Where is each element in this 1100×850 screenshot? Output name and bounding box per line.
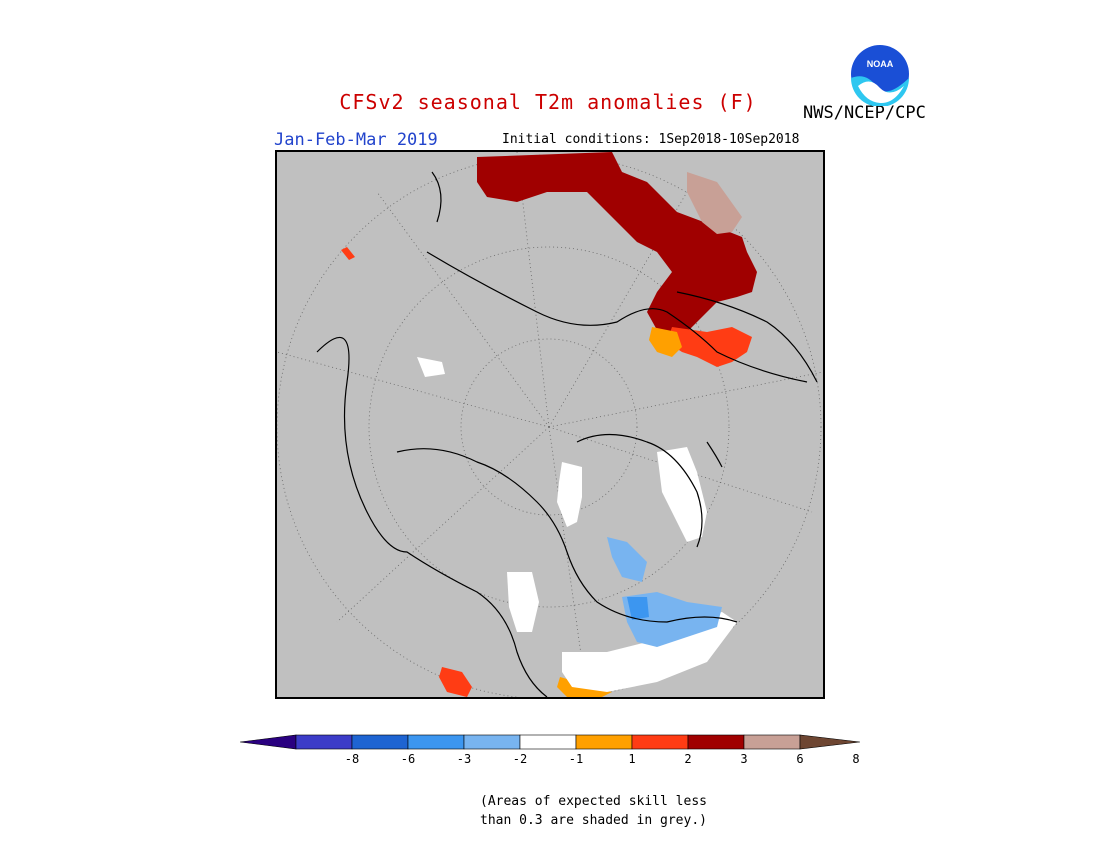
colorbar-tick-label: -1 <box>568 752 584 766</box>
colorbar-cell <box>295 734 353 750</box>
map-title: CFSv2 seasonal T2m anomalies (F) <box>339 90 757 114</box>
colorbar <box>240 734 860 750</box>
noaa-logo: NOAA <box>849 43 911 106</box>
near-normal-region-greenland <box>417 357 445 377</box>
colorbar-upper-extension <box>799 734 860 750</box>
skill-note-line-2: than 0.3 are shaded in grey.) <box>480 813 707 828</box>
colorbar-tick-label: 6 <box>796 752 804 766</box>
anomaly-region-turkey-orange <box>649 327 682 357</box>
anomaly-region-mexico <box>439 667 472 697</box>
colorbar-tick-label: -8 <box>344 752 360 766</box>
near-normal-region-scandinavia <box>657 447 707 542</box>
anomaly-shading <box>341 152 757 697</box>
colorbar-tick-label: -2 <box>512 752 528 766</box>
colorbar-tick-label: 8 <box>852 752 860 766</box>
colorbar-tick-label: 1 <box>628 752 636 766</box>
colorbar-lower-extension <box>240 734 297 750</box>
anomaly-region-west-siberia <box>607 537 647 582</box>
near-normal-region-arctic <box>557 462 582 527</box>
initial-conditions-label: Initial conditions: 1Sep2018-10Sep2018 <box>502 132 800 147</box>
colorbar-cell <box>743 734 801 750</box>
colorbar-cell <box>631 734 689 750</box>
colorbar-tick-label: 2 <box>684 752 692 766</box>
meridian-lines <box>277 152 823 697</box>
skill-note-line-1: (Areas of expected skill less <box>480 794 707 809</box>
anomaly-region-east <box>627 597 649 620</box>
anomaly-region-turkey <box>667 327 752 367</box>
agency-label: NWS/NCEP/CPC <box>803 103 926 123</box>
coastlines <box>316 171 818 697</box>
skill-note: (Areas of expected skill less than 0.3 a… <box>480 792 707 830</box>
logo-text: NOAA <box>867 59 894 69</box>
colorbar-cell <box>519 734 577 750</box>
polar-map <box>277 152 823 697</box>
latitude-circles <box>277 154 822 697</box>
colorbar-tick-label: -3 <box>456 752 472 766</box>
colorbar-cell <box>407 734 465 750</box>
colorbar-tick-label: 3 <box>740 752 748 766</box>
map-panel <box>275 150 825 699</box>
colorbar-cell <box>687 734 745 750</box>
colorbar-cell <box>463 734 521 750</box>
colorbar-cell <box>351 734 409 750</box>
anomaly-region-alaska <box>341 247 355 260</box>
anomaly-region-europe <box>477 152 757 337</box>
anomaly-region-europe-north <box>687 172 742 234</box>
colorbar-cell <box>575 734 633 750</box>
season-label: Jan-Feb-Mar 2019 <box>274 130 438 150</box>
colorbar-tick-label: -6 <box>400 752 416 766</box>
near-normal-region-canada <box>507 572 539 632</box>
